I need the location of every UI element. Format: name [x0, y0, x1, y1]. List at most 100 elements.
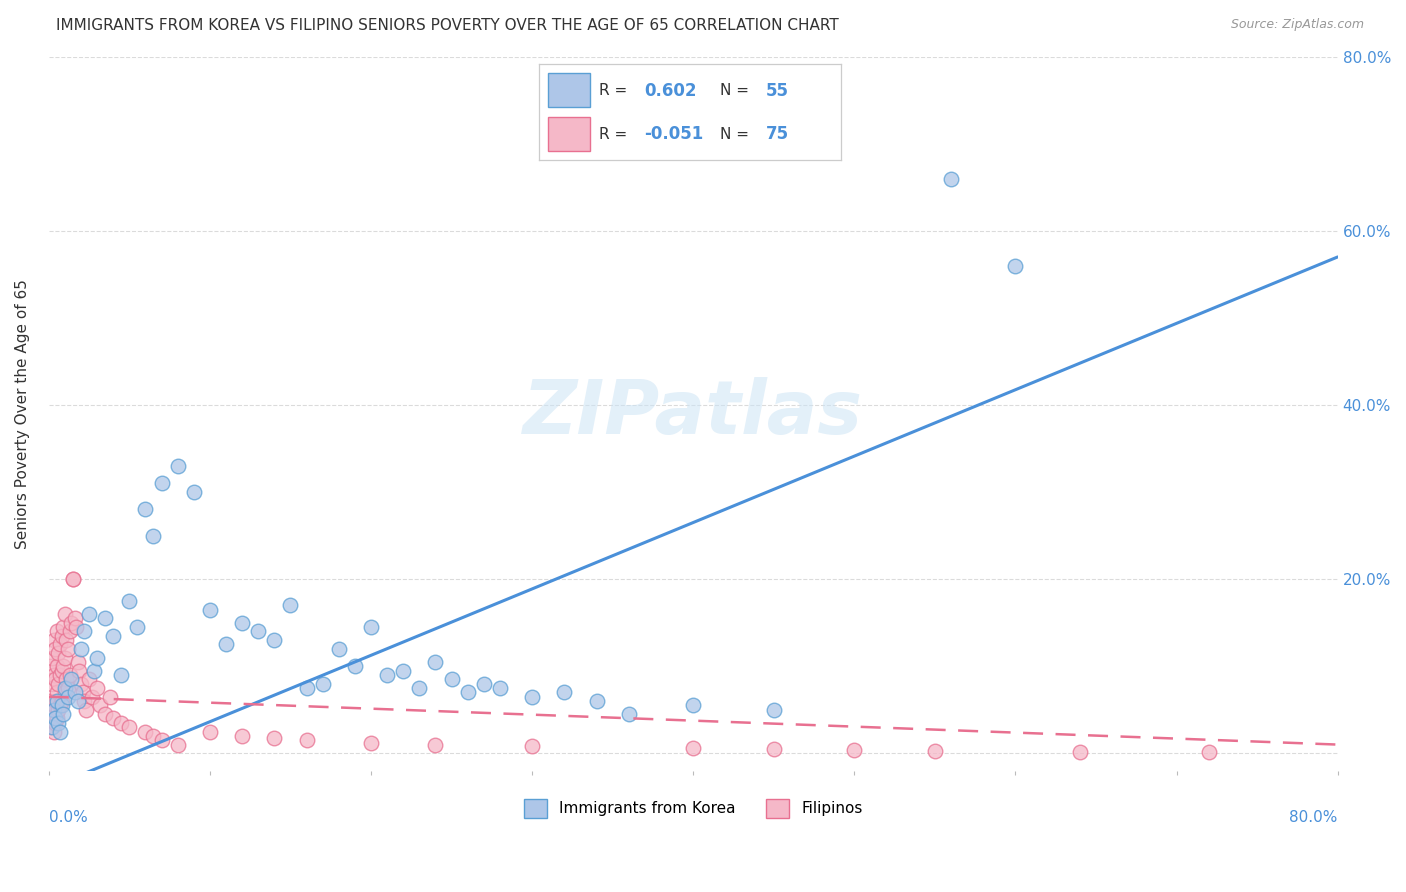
Text: 80.0%: 80.0% — [1289, 810, 1337, 825]
Point — [472, 676, 495, 690]
Point — [98, 690, 121, 704]
Point — [52, 620, 75, 634]
Point — [53, 685, 76, 699]
Point — [77, 607, 100, 621]
Point — [118, 720, 141, 734]
Point — [51, 698, 73, 713]
Point — [62, 572, 84, 586]
Point — [49, 668, 72, 682]
Point — [45, 694, 67, 708]
Point — [247, 624, 270, 639]
Point — [55, 673, 77, 687]
Point — [110, 715, 132, 730]
Point — [48, 676, 70, 690]
Point — [142, 528, 165, 542]
Point — [39, 720, 62, 734]
Point — [42, 633, 65, 648]
Point — [520, 739, 543, 754]
Point — [263, 633, 285, 648]
Point — [56, 641, 79, 656]
Point — [924, 744, 946, 758]
Point — [280, 599, 302, 613]
Point — [392, 664, 415, 678]
Point — [408, 681, 430, 695]
Point — [94, 707, 117, 722]
Point — [41, 720, 63, 734]
Point — [231, 615, 253, 630]
Point — [343, 659, 366, 673]
Point — [44, 715, 66, 730]
Point — [118, 594, 141, 608]
Point — [70, 641, 93, 656]
Point — [83, 664, 105, 678]
Point — [60, 673, 83, 687]
Point — [939, 171, 962, 186]
Point — [39, 659, 62, 673]
Point — [198, 602, 221, 616]
Point — [134, 502, 156, 516]
Point — [553, 685, 575, 699]
Text: ZIPatlas: ZIPatlas — [523, 377, 863, 450]
Text: IMMIGRANTS FROM KOREA VS FILIPINO SENIORS POVERTY OVER THE AGE OF 65 CORRELATION: IMMIGRANTS FROM KOREA VS FILIPINO SENIOR… — [56, 18, 839, 33]
Point — [39, 694, 62, 708]
Point — [48, 715, 70, 730]
Point — [375, 668, 398, 682]
Point — [51, 629, 73, 643]
Legend: Immigrants from Korea, Filipinos: Immigrants from Korea, Filipinos — [517, 793, 869, 823]
Point — [44, 711, 66, 725]
Point — [44, 641, 66, 656]
Point — [166, 738, 188, 752]
Point — [360, 736, 382, 750]
Point — [682, 698, 704, 713]
Point — [75, 703, 97, 717]
Point — [231, 729, 253, 743]
Point — [52, 659, 75, 673]
Point — [166, 458, 188, 473]
Point — [1004, 259, 1026, 273]
Point — [42, 724, 65, 739]
Point — [45, 624, 67, 639]
Point — [86, 681, 108, 695]
Point — [844, 743, 866, 757]
Point — [44, 694, 66, 708]
Point — [150, 733, 173, 747]
Point — [62, 572, 84, 586]
Point — [295, 681, 318, 695]
Point — [94, 611, 117, 625]
Point — [77, 673, 100, 687]
Point — [51, 664, 73, 678]
Point — [41, 650, 63, 665]
Point — [440, 673, 463, 687]
Point — [520, 690, 543, 704]
Y-axis label: Seniors Poverty Over the Age of 65: Seniors Poverty Over the Age of 65 — [15, 279, 30, 549]
Text: 0.0%: 0.0% — [49, 810, 87, 825]
Point — [53, 650, 76, 665]
Point — [42, 703, 65, 717]
Point — [198, 724, 221, 739]
Point — [489, 681, 512, 695]
Point — [51, 694, 73, 708]
Point — [41, 676, 63, 690]
Point — [59, 624, 82, 639]
Point — [63, 685, 86, 699]
Point — [1069, 745, 1091, 759]
Point — [63, 611, 86, 625]
Point — [73, 694, 96, 708]
Point — [89, 698, 111, 713]
Point — [42, 698, 65, 713]
Point — [72, 685, 94, 699]
Point — [42, 668, 65, 682]
Text: Source: ZipAtlas.com: Source: ZipAtlas.com — [1230, 18, 1364, 31]
Point — [55, 633, 77, 648]
Point — [134, 724, 156, 739]
Point — [457, 685, 479, 699]
Point — [48, 703, 70, 717]
Point — [103, 711, 125, 725]
Point — [60, 615, 83, 630]
Point — [86, 650, 108, 665]
Point — [44, 673, 66, 687]
Point — [682, 741, 704, 756]
Point — [49, 724, 72, 739]
Point — [56, 690, 79, 704]
Point — [762, 703, 785, 717]
